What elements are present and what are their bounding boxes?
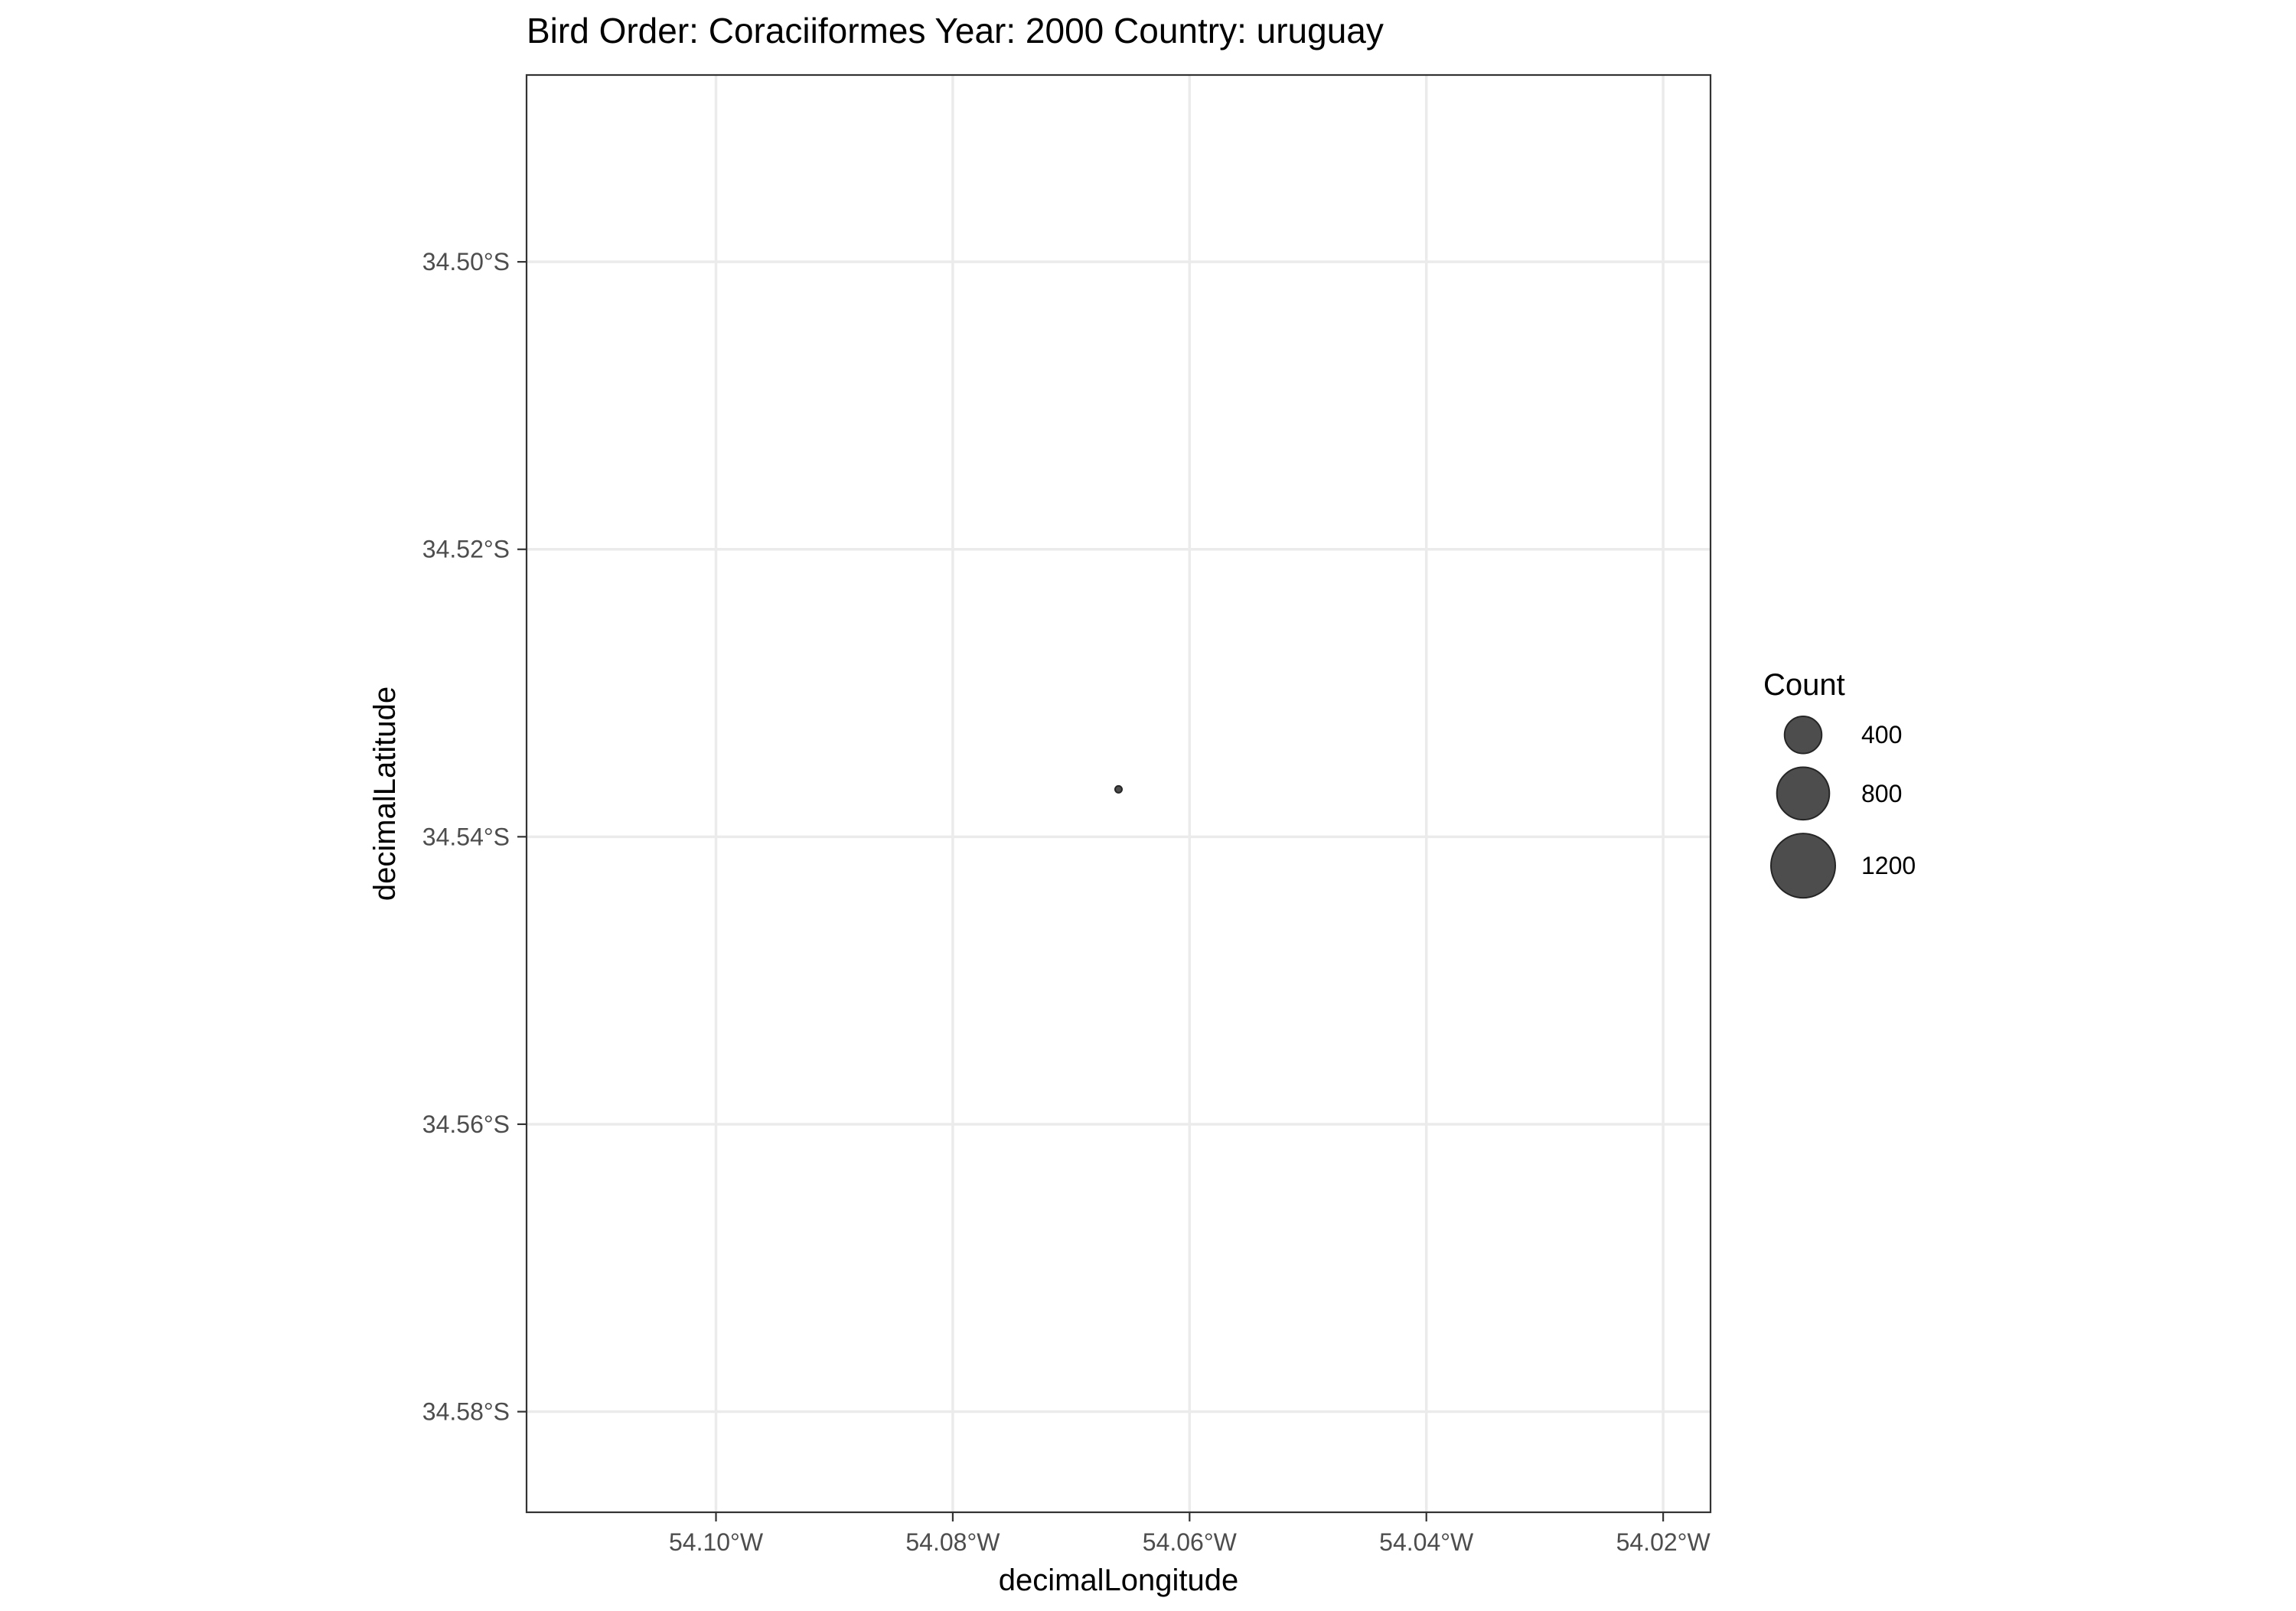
x-axis: 54.10°W 54.08°W 54.06°W 54.04°W 54.02°W <box>669 1512 1711 1556</box>
chart-title: Bird Order: Coraciiformes Year: 2000 Cou… <box>527 11 1384 51</box>
y-tick-label: 34.52°S <box>422 536 510 563</box>
x-tick-label: 54.06°W <box>1143 1528 1238 1556</box>
y-tick-label: 34.58°S <box>422 1398 510 1426</box>
y-tick-label: 34.56°S <box>422 1110 510 1138</box>
grid-layer <box>527 75 1711 1512</box>
legend-label: 1200 <box>1861 852 1916 879</box>
legend-label: 400 <box>1861 721 1902 748</box>
x-tick-label: 54.04°W <box>1379 1528 1474 1556</box>
legend-key <box>1776 766 1831 821</box>
x-axis-title: decimalLongitude <box>999 1564 1239 1597</box>
x-tick-label: 54.02°W <box>1616 1528 1711 1556</box>
panel-border <box>525 73 1712 1514</box>
y-tick-label: 34.54°S <box>422 823 510 850</box>
y-axis-title: decimalLatitude <box>368 686 402 901</box>
legend-key <box>1783 716 1823 755</box>
legend-title: Count <box>1763 668 1845 702</box>
legend: Count 400 800 1200 <box>1763 668 1916 899</box>
legend-key <box>1770 833 1836 899</box>
x-tick-label: 54.08°W <box>905 1528 1000 1556</box>
legend-label: 800 <box>1861 780 1902 807</box>
y-axis: 34.50°S 34.52°S 34.54°S 34.56°S 34.58°S <box>422 248 527 1426</box>
y-tick-label: 34.50°S <box>422 248 510 276</box>
x-tick-label: 54.10°W <box>669 1528 764 1556</box>
points-layer <box>1114 784 1123 794</box>
data-point <box>1114 784 1123 794</box>
